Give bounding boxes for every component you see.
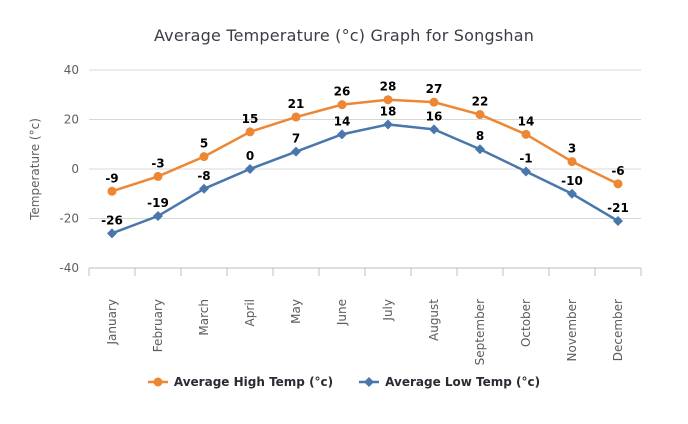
x-tick-label: December [611, 299, 625, 361]
series-marker [383, 119, 393, 130]
data-label: -1 [519, 151, 532, 165]
x-tick-label: November [565, 299, 579, 361]
x-tick-label: July [381, 299, 395, 322]
series-marker [153, 211, 163, 222]
y-tick-label: -40 [59, 261, 79, 275]
data-label: 15 [242, 112, 259, 126]
data-label: -19 [147, 196, 169, 210]
data-label: -3 [151, 156, 164, 170]
data-label: 22 [472, 95, 489, 109]
series-marker [613, 179, 623, 189]
data-label: 28 [380, 80, 397, 94]
series-marker [291, 146, 301, 157]
y-tick-label: -20 [59, 212, 79, 226]
series-marker [521, 166, 531, 177]
chart-title: Average Temperature (°c) Graph for Songs… [153, 26, 535, 45]
y-axis-title: Temperature (°c) [28, 118, 42, 221]
series-marker [567, 157, 577, 167]
data-label: -10 [561, 174, 583, 188]
series-marker [107, 186, 117, 196]
series-marker [429, 97, 439, 107]
data-label: 14 [334, 114, 351, 128]
high-series-marker-icon [147, 377, 168, 387]
data-label: -9 [105, 171, 118, 185]
data-label: 7 [292, 132, 300, 146]
x-tick-label: March [197, 299, 211, 336]
data-label: 8 [476, 129, 484, 143]
x-tick-label: October [519, 299, 533, 347]
data-label: -26 [101, 213, 123, 227]
x-tick-label: April [243, 299, 257, 326]
x-tick-label: June [335, 299, 349, 326]
series-marker [429, 124, 439, 135]
x-tick-label: February [151, 299, 165, 352]
legend-item-avg-high[interactable]: Average High Temp (°c) [147, 375, 334, 389]
y-tick-label: 40 [64, 63, 79, 77]
low-series-marker-icon [359, 377, 380, 387]
data-label: -8 [197, 169, 210, 183]
x-tick-label: August [427, 299, 441, 341]
legend-label-avg-low: Average Low Temp (°c) [385, 375, 541, 389]
series-marker [521, 129, 531, 139]
series-marker [291, 112, 301, 122]
series-line-1 [111, 123, 619, 235]
data-label: -21 [607, 201, 629, 215]
x-tick-label: May [289, 299, 303, 324]
series-marker [245, 127, 255, 137]
series-marker [107, 228, 117, 239]
data-label: 3 [568, 142, 576, 156]
series-marker [475, 144, 485, 155]
series-marker [475, 110, 485, 120]
series-marker [337, 100, 347, 110]
data-label: 27 [426, 82, 443, 96]
x-tick-label: September [473, 299, 487, 365]
series-marker [245, 164, 255, 174]
series-marker [613, 215, 623, 226]
series-marker [199, 183, 209, 194]
legend-item-avg-low[interactable]: Average Low Temp (°c) [359, 375, 540, 389]
data-label: 21 [288, 97, 305, 111]
series-marker [153, 171, 163, 181]
chart-legend: Average High Temp (°c) Average Low Temp … [0, 375, 688, 389]
data-label: 16 [426, 109, 443, 123]
data-label: 26 [334, 85, 351, 99]
series-marker [567, 188, 577, 199]
series-marker [337, 129, 347, 140]
data-label: 0 [246, 149, 254, 163]
data-label: 18 [380, 104, 397, 118]
x-tick-label: January [105, 299, 119, 346]
legend-label-avg-high: Average High Temp (°c) [173, 375, 334, 389]
series-marker [383, 95, 393, 105]
data-label: 5 [200, 137, 208, 151]
y-tick-label: 20 [64, 113, 79, 127]
series-line-0 [111, 98, 619, 193]
data-label: -6 [611, 164, 624, 178]
data-label: 14 [518, 114, 535, 128]
y-tick-label: 0 [71, 162, 79, 176]
series-marker [199, 152, 209, 162]
